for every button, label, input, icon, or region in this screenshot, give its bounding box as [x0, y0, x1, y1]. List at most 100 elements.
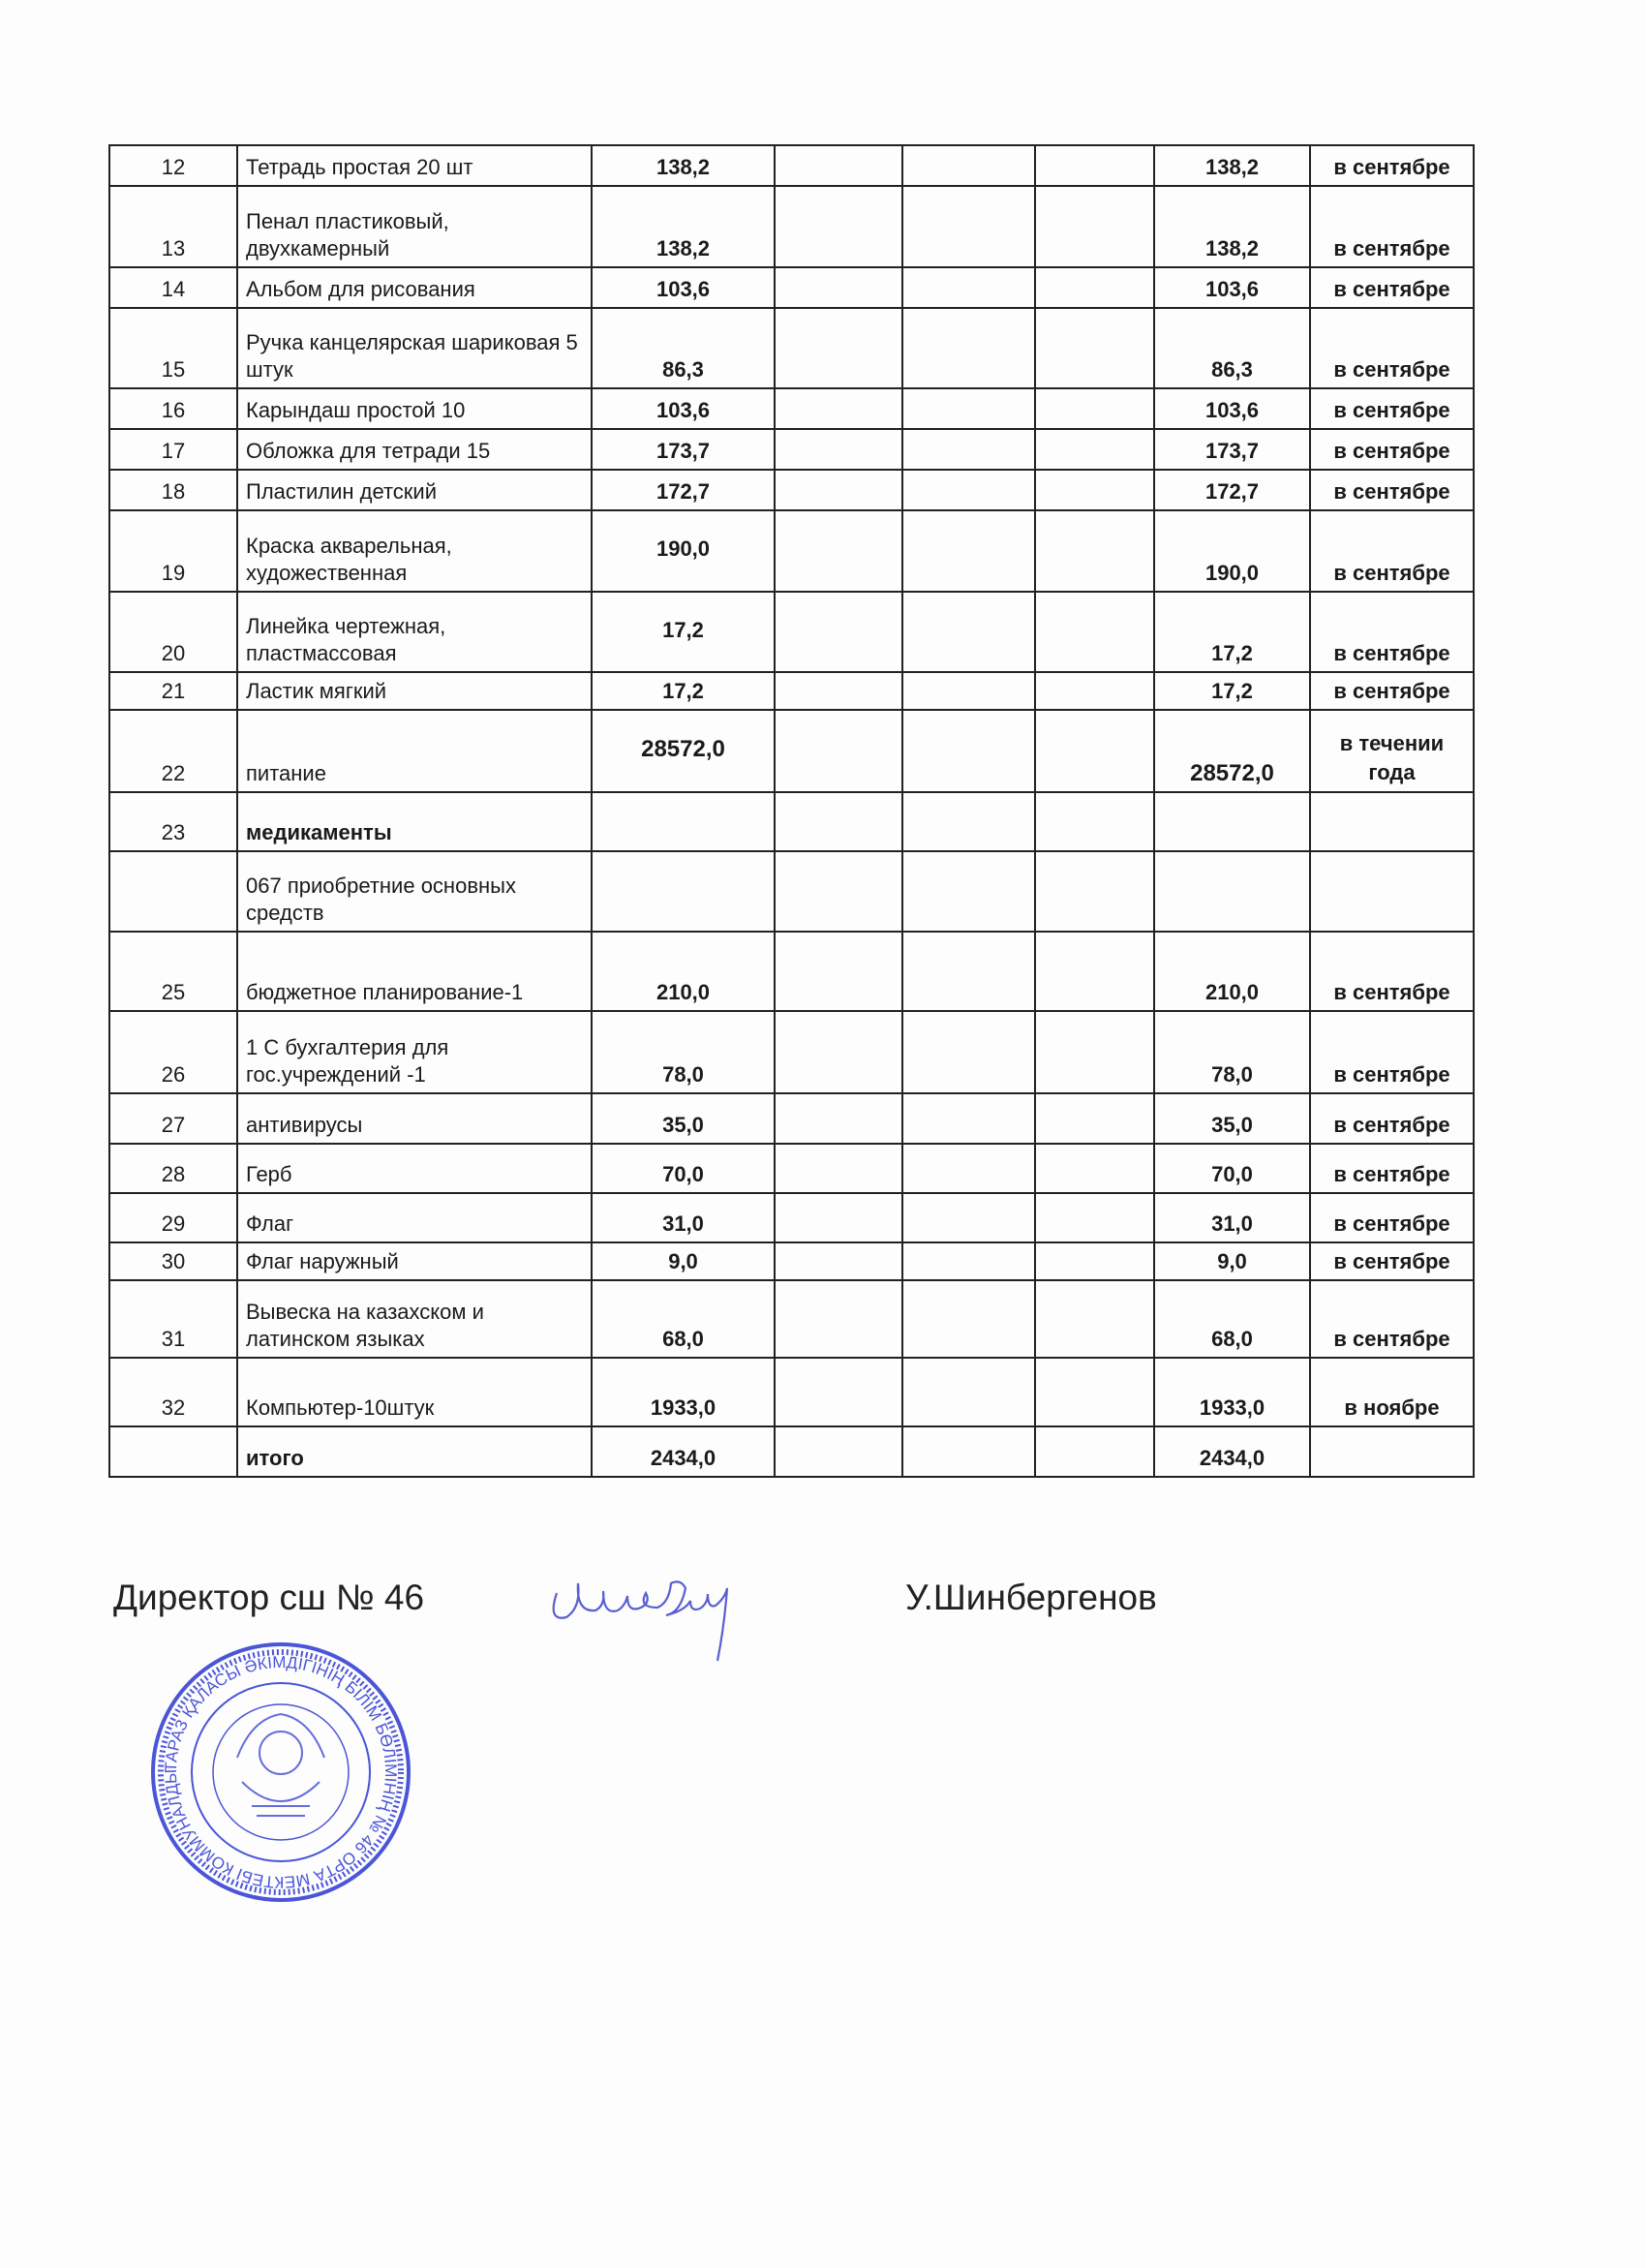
row-number-cell: 28	[108, 1143, 238, 1194]
col-4-cell	[774, 307, 903, 389]
col-5-cell	[901, 1357, 1036, 1427]
col-4-cell	[774, 1425, 903, 1478]
col-4-cell	[774, 266, 903, 309]
row-number-cell: 27	[108, 1092, 238, 1145]
item-name-cell: Тетрадь простая 20 шт	[236, 144, 593, 187]
col-4-cell	[774, 509, 903, 593]
col-4-cell	[774, 850, 903, 933]
row-number-cell: 32	[108, 1357, 238, 1427]
table-row: 31 Вывеска на казахском и латинском языка…	[108, 1279, 1475, 1359]
amount-cell	[591, 791, 776, 852]
amount-cell: 17,2	[591, 671, 776, 711]
table-row: 14 Альбом для рисования 103,6 103,6 в сентяб…	[108, 266, 1475, 309]
total-cell: 35,0	[1153, 1092, 1311, 1145]
col-6-cell	[1034, 1279, 1155, 1359]
total-cell: 103,6	[1153, 266, 1311, 309]
period-cell: в сентябре	[1309, 931, 1475, 1012]
amount-cell: 172,7	[591, 469, 776, 511]
row-number-cell: 18	[108, 469, 238, 511]
col-4-cell	[774, 1092, 903, 1145]
row-number-cell: 17	[108, 428, 238, 471]
table-row: 18 Пластилин детский 172,7 172,7 в сентябре	[108, 469, 1475, 511]
row-number-cell: 21	[108, 671, 238, 711]
col-5-cell	[901, 185, 1036, 268]
row-number-cell: 29	[108, 1192, 238, 1243]
col-4-cell	[774, 185, 903, 268]
total-cell: 103,6	[1153, 387, 1311, 430]
row-number-cell: 22	[108, 709, 238, 793]
col-6-cell	[1034, 428, 1155, 471]
table-row: итого 2434,0 2434,0	[108, 1425, 1475, 1478]
item-name-cell: Ластик мягкий	[236, 671, 593, 711]
amount-cell: 17,2	[591, 591, 776, 673]
total-cell: 190,0	[1153, 509, 1311, 593]
table-row: 12 Тетрадь простая 20 шт 138,2 138,2 в сентя…	[108, 144, 1475, 187]
table-row: 27 антивирусы 35,0 35,0 в сентябре	[108, 1092, 1475, 1145]
col-4-cell	[774, 144, 903, 187]
period-cell: в сентябре	[1309, 509, 1475, 593]
period-cell: в сентябре	[1309, 185, 1475, 268]
row-number-cell: 16	[108, 387, 238, 430]
total-cell: 9,0	[1153, 1241, 1311, 1281]
col-5-cell	[901, 266, 1036, 309]
col-6-cell	[1034, 307, 1155, 389]
item-name-cell: бюджетное планирование-1	[236, 931, 593, 1012]
item-name-cell: Альбом для рисования	[236, 266, 593, 309]
col-6-cell	[1034, 709, 1155, 793]
period-cell: в сентябре	[1309, 1279, 1475, 1359]
row-number-cell	[108, 850, 238, 933]
row-number-cell: 23	[108, 791, 238, 852]
item-name-cell: Флаг	[236, 1192, 593, 1243]
col-6-cell	[1034, 266, 1155, 309]
amount-cell: 1933,0	[591, 1357, 776, 1427]
amount-cell: 78,0	[591, 1010, 776, 1094]
director-name: У.Шинбергенов	[905, 1578, 1157, 1617]
col-5-cell	[901, 469, 1036, 511]
col-6-cell	[1034, 1357, 1155, 1427]
total-cell: 78,0	[1153, 1010, 1311, 1094]
col-4-cell	[774, 469, 903, 511]
total-cell: 172,7	[1153, 469, 1311, 511]
period-cell: в ноябре	[1309, 1357, 1475, 1427]
period-cell: в сентябре	[1309, 1092, 1475, 1145]
total-cell: 138,2	[1153, 144, 1311, 187]
item-name-cell: питание	[236, 709, 593, 793]
total-cell	[1153, 791, 1311, 852]
amount-cell: 103,6	[591, 387, 776, 430]
col-4-cell	[774, 1241, 903, 1281]
row-number-cell: 13	[108, 185, 238, 268]
item-name-cell: Ручка канцелярская шариковая 5 штук	[236, 307, 593, 389]
col-4-cell	[774, 1192, 903, 1243]
col-6-cell	[1034, 591, 1155, 673]
amount-cell: 31,0	[591, 1192, 776, 1243]
total-cell: 1933,0	[1153, 1357, 1311, 1427]
table-row: 19 Краска акварельная, художественная 190,…	[108, 509, 1475, 593]
col-5-cell	[901, 144, 1036, 187]
row-number-cell: 20	[108, 591, 238, 673]
total-cell: 31,0	[1153, 1192, 1311, 1243]
col-6-cell	[1034, 1192, 1155, 1243]
col-6-cell	[1034, 671, 1155, 711]
amount-cell: 138,2	[591, 185, 776, 268]
table-row: 21 Ластик мягкий 17,2 17,2 в сентябре	[108, 671, 1475, 711]
period-cell: в сентябре	[1309, 1010, 1475, 1094]
table-row: 067 приобретние основных средств	[108, 850, 1475, 933]
table-row: 32 Компьютер-10штук 1933,0 1933,0 в ноябре	[108, 1357, 1475, 1427]
item-name-cell: Краска акварельная, художественная	[236, 509, 593, 593]
col-5-cell	[901, 1241, 1036, 1281]
table-row: 15 Ручка канцелярская шариковая 5 штук 86,…	[108, 307, 1475, 389]
item-name-cell: Компьютер-10штук	[236, 1357, 593, 1427]
signature	[552, 1580, 729, 1662]
amount-cell	[591, 850, 776, 933]
item-name-cell: Обложка для тетради 15	[236, 428, 593, 471]
col-4-cell	[774, 1010, 903, 1094]
item-name-cell: медикаменты	[236, 791, 593, 852]
col-4-cell	[774, 387, 903, 430]
col-4-cell	[774, 671, 903, 711]
period-cell: в сентябре	[1309, 1192, 1475, 1243]
table-row: 20 Линейка чертежная, пластмассовая 17,2 17…	[108, 591, 1475, 673]
col-6-cell	[1034, 185, 1155, 268]
table-row: 17 Обложка для тетради 15 173,7 173,7 в сент…	[108, 428, 1475, 471]
period-cell: в сентябре	[1309, 307, 1475, 389]
col-4-cell	[774, 709, 903, 793]
